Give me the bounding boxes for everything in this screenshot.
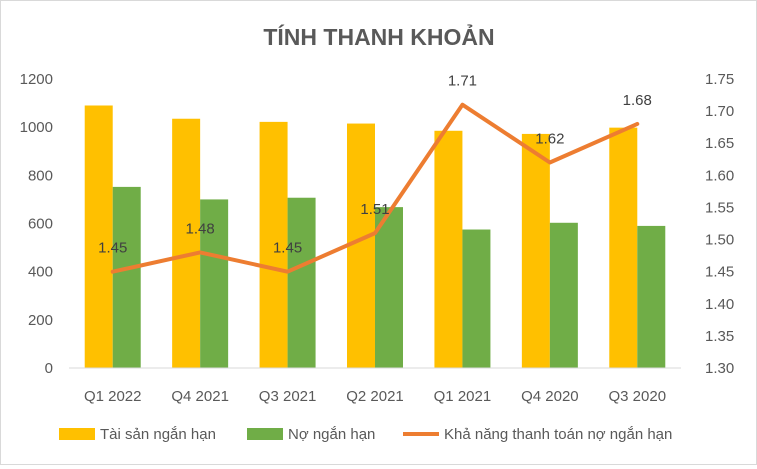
bar — [434, 130, 463, 368]
right-tick-label: 1.75 — [705, 71, 734, 88]
left-tick-label: 0 — [45, 360, 53, 377]
line-data-label: 1.68 — [623, 92, 652, 109]
bar — [287, 197, 316, 368]
right-axis: 1.30 1.35 1.40 1.45 1.50 1.55 1.60 1.65 1.70 1.75 — [705, 71, 734, 377]
left-tick-label: 400 — [28, 264, 53, 281]
line-data-label: 1.62 — [535, 130, 564, 147]
x-axis: Q1 2022 Q4 2021 Q3 2021 Q2 2021 Q1 2021 Q4 20… — [84, 388, 666, 405]
right-tick-label: 1.55 — [705, 199, 734, 216]
right-tick-label: 1.30 — [705, 360, 734, 377]
legend-label: Khả năng thanh toán nợ ngắn hạn — [444, 426, 672, 443]
x-tick-label: Q1 2022 — [84, 388, 142, 405]
x-tick-label: Q4 2021 — [171, 388, 229, 405]
bar — [259, 121, 288, 368]
bar — [637, 225, 666, 368]
line-data-label: 1.45 — [98, 240, 127, 257]
right-tick-label: 1.50 — [705, 232, 734, 249]
line-series: 1.45 1.48 1.45 1.51 1.71 1.62 1.68 — [98, 73, 652, 274]
left-tick-label: 1200 — [20, 71, 53, 88]
legend: Tài sản ngắn hạn Nợ ngắn hạn Khả năng than… — [59, 426, 672, 443]
bar — [84, 105, 113, 368]
bar — [521, 133, 550, 368]
bar — [347, 123, 375, 368]
bar — [200, 199, 229, 368]
x-tick-label: Q3 2021 — [259, 388, 317, 405]
bar — [462, 229, 491, 368]
x-tick-label: Q3 2020 — [609, 388, 667, 405]
right-tick-label: 1.70 — [705, 103, 734, 120]
line-data-label: 1.71 — [448, 73, 477, 90]
x-tick-label: Q4 2020 — [521, 388, 579, 405]
right-tick-label: 1.45 — [705, 264, 734, 281]
left-tick-label: 1000 — [20, 119, 53, 136]
line-data-label: 1.48 — [186, 220, 215, 237]
bar — [549, 222, 578, 368]
x-tick-label: Q2 2021 — [346, 388, 404, 405]
x-tick-label: Q1 2021 — [434, 388, 492, 405]
bar — [172, 118, 201, 368]
right-tick-label: 1.35 — [705, 328, 734, 345]
right-tick-label: 1.65 — [705, 135, 734, 152]
line-data-label: 1.45 — [273, 240, 302, 257]
legend-label: Tài sản ngắn hạn — [100, 426, 216, 443]
left-tick-label: 200 — [28, 312, 53, 329]
chart-title: TÍNH THANH KHOẢN — [263, 22, 494, 50]
left-axis: 0 200 400 600 800 1000 1200 — [20, 71, 53, 377]
legend-swatch — [59, 428, 95, 440]
bar — [375, 207, 403, 368]
right-tick-label: 1.60 — [705, 167, 734, 184]
line-data-label: 1.51 — [360, 201, 389, 218]
legend-label: Nợ ngắn hạn — [288, 426, 375, 443]
bar-series — [84, 105, 666, 368]
legend-swatch — [247, 428, 283, 440]
bar — [112, 186, 141, 368]
right-tick-label: 1.40 — [705, 296, 734, 313]
left-tick-label: 600 — [28, 216, 53, 233]
bar — [609, 127, 638, 368]
liquidity-line — [110, 102, 640, 274]
left-tick-label: 800 — [28, 167, 53, 184]
